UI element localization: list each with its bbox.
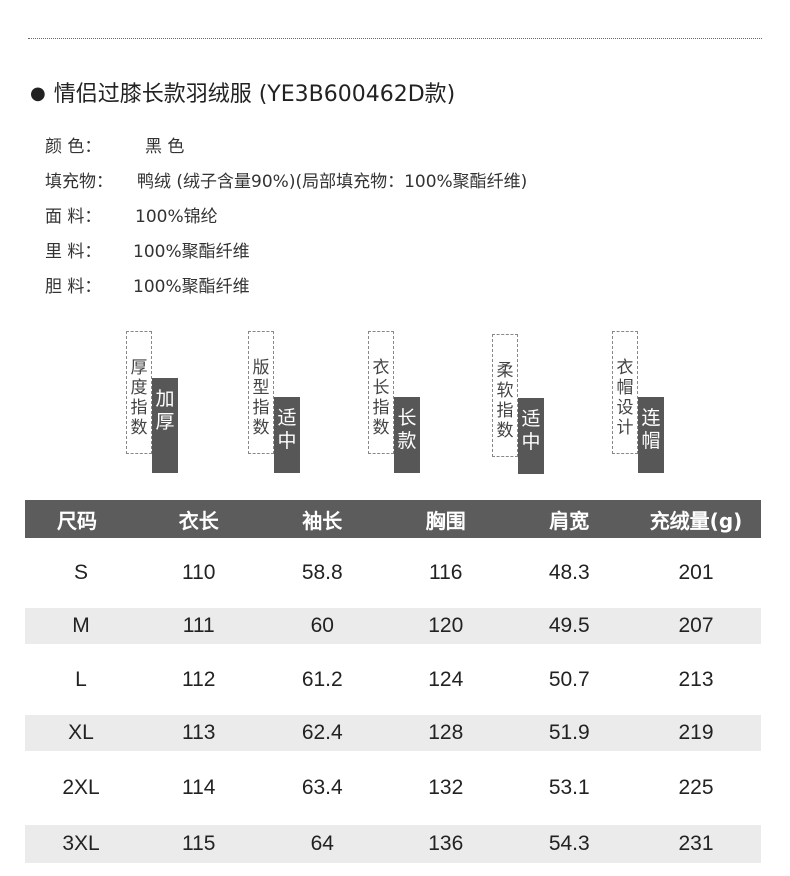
- table-row: M 111 60 120 49.5 207: [25, 608, 761, 644]
- table-cell: 225: [678, 776, 714, 799]
- table-cell: 116: [429, 561, 463, 584]
- table-cell: 62.4: [260, 715, 384, 751]
- table-cell: 132: [428, 776, 464, 799]
- table-cell: 51.9: [507, 715, 631, 751]
- table-cell: 124: [428, 667, 464, 691]
- tag-value: 连帽: [638, 397, 664, 473]
- tag-label: 衣长指数: [368, 331, 394, 454]
- table-cell: 111: [137, 608, 261, 644]
- spec-value: 鸭绒 (绒子含量90%)(局部填充物：100%聚酯纤维): [137, 172, 528, 192]
- table-cell: 53.1: [548, 776, 590, 799]
- table-cell: 110: [182, 561, 216, 584]
- table-cell: L: [75, 667, 87, 691]
- size-table: 尺码 衣长 袖长 胸围 肩宽 充绒量(g) S 110 58.8 116 48.…: [25, 500, 761, 863]
- table-cell: 63.4: [301, 776, 343, 799]
- tag-value: 长款: [394, 397, 420, 473]
- tag-value: 适中: [274, 397, 300, 473]
- header-cell: 尺码: [25, 500, 137, 538]
- table-cell: 136: [384, 825, 508, 863]
- table-row: S 110 58.8 116 48.3 201: [25, 538, 761, 608]
- table-cell: 60: [260, 608, 384, 644]
- spec-label: 里 料：: [45, 242, 102, 262]
- header-cell: 胸围: [384, 500, 508, 538]
- table-cell: 120: [384, 608, 508, 644]
- table-cell: 114: [182, 776, 216, 799]
- table-cell: 58.8: [301, 561, 343, 584]
- table-row: 2XL 114 63.4 132 53.1 225: [25, 751, 761, 825]
- table-cell: 112: [182, 667, 216, 691]
- spec-value: 100%聚酯纤维: [133, 242, 250, 262]
- table-cell: 128: [384, 715, 508, 751]
- tag-value: 适中: [518, 398, 544, 474]
- table-cell: XL: [25, 715, 137, 751]
- table-cell: 115: [137, 825, 261, 863]
- spec-value: 100%聚酯纤维: [133, 277, 250, 297]
- table-cell: 48.3: [548, 561, 590, 584]
- spec-label: 颜 色：: [45, 137, 102, 157]
- table-cell: 219: [631, 715, 761, 751]
- header-cell: 袖长: [260, 500, 384, 538]
- table-row: 3XL 115 64 136 54.3 231: [25, 825, 761, 863]
- spec-label: 胆 料：: [45, 277, 102, 297]
- table-cell: 54.3: [507, 825, 631, 863]
- product-title: ● 情侣过膝长款羽绒服 (YE3B600462D款): [30, 76, 455, 108]
- table-cell: 201: [678, 561, 714, 584]
- table-cell: 2XL: [62, 776, 100, 799]
- bullet-icon: ●: [30, 83, 46, 104]
- tag-label: 柔软指数: [492, 334, 518, 457]
- tag-label: 版型指数: [248, 331, 274, 454]
- table-cell: 231: [631, 825, 761, 863]
- spec-value: 100%锦纶: [135, 207, 218, 227]
- table-cell: 50.7: [548, 667, 590, 691]
- header-cell: 衣长: [137, 500, 261, 538]
- table-cell: 213: [678, 667, 714, 691]
- table-cell: 61.2: [301, 667, 343, 691]
- top-divider: [28, 38, 762, 39]
- table-cell: 113: [137, 715, 261, 751]
- size-table-header: 尺码 衣长 袖长 胸围 肩宽 充绒量(g): [25, 500, 761, 538]
- spec-label: 填充物：: [45, 172, 113, 192]
- table-row: L 112 61.2 124 50.7 213: [25, 644, 761, 715]
- table-cell: 64: [260, 825, 384, 863]
- table-cell: 3XL: [25, 825, 137, 863]
- product-title-text: 情侣过膝长款羽绒服 (YE3B600462D款): [53, 82, 456, 107]
- tag-value: 加厚: [152, 378, 178, 473]
- table-cell: M: [25, 608, 137, 644]
- header-cell: 充绒量(g): [631, 500, 761, 538]
- table-row: XL 113 62.4 128 51.9 219: [25, 715, 761, 751]
- spec-label: 面 料：: [45, 207, 102, 227]
- spec-value: 黑 色: [145, 137, 185, 157]
- tag-label: 衣帽设计: [612, 331, 638, 454]
- table-cell: 49.5: [507, 608, 631, 644]
- table-cell: S: [73, 561, 88, 584]
- header-cell: 肩宽: [507, 500, 631, 538]
- table-cell: 207: [631, 608, 761, 644]
- tag-label: 厚度指数: [126, 331, 152, 454]
